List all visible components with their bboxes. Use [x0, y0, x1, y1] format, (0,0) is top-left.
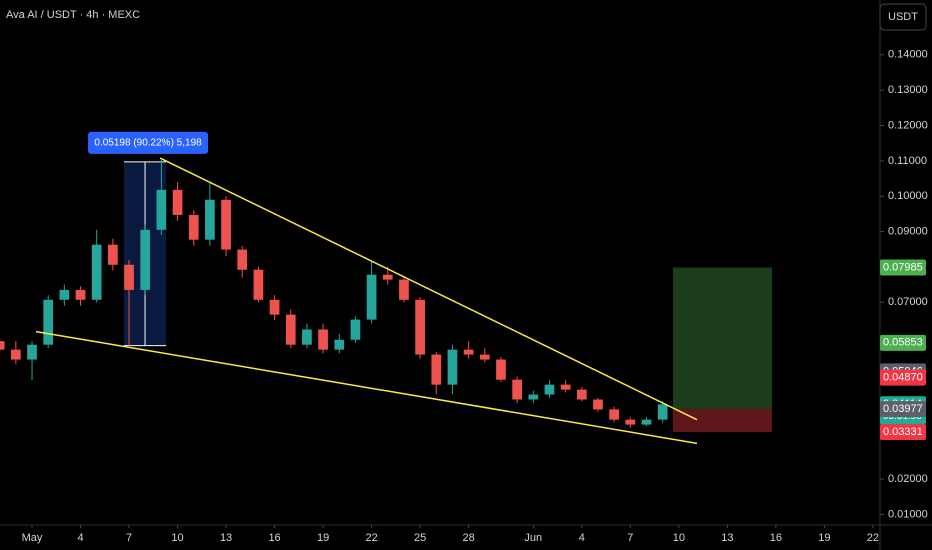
chart-title: Ava AI / USDT · 4h · MEXC [6, 9, 140, 21]
x-tick-label: 16 [770, 532, 782, 544]
price-badge-label: 0.07985 [883, 261, 923, 273]
x-tick-label: 7 [126, 532, 132, 544]
x-tick-label: 13 [220, 532, 232, 544]
price-badge [880, 334, 926, 351]
candle-body [415, 299, 425, 355]
currency-button-label[interactable]: USDT [888, 11, 918, 23]
candle-body [512, 379, 522, 400]
candle-body [75, 289, 86, 300]
y-tick-label: 0.12000 [888, 119, 928, 131]
candle-body [285, 314, 296, 345]
stop-zone [673, 409, 772, 432]
candle-body [156, 189, 167, 230]
x-tick-label: 19 [818, 532, 830, 544]
x-tick-label: 25 [414, 532, 426, 544]
candle-body [399, 279, 409, 300]
x-tick-label: Jun [524, 532, 542, 544]
candle-body [108, 244, 118, 265]
y-tick-label: 0.07000 [888, 296, 928, 308]
price-badge-label: 0.05853 [883, 337, 923, 349]
y-tick-label: 0.02000 [888, 473, 928, 485]
y-tick-label: 0.13000 [888, 84, 928, 96]
candle-body [479, 354, 490, 360]
candle-body [334, 339, 345, 350]
candle-body [593, 399, 603, 410]
x-tick-label: 13 [721, 532, 733, 544]
candle-body [641, 419, 652, 425]
y-tick-label: 0.11000 [888, 155, 927, 167]
candle-body [657, 404, 668, 420]
x-tick-label: 19 [317, 532, 329, 544]
y-tick-label: 0.09000 [888, 225, 928, 237]
currency-button[interactable] [879, 3, 927, 31]
price-badge-label: 0.03331 [883, 426, 923, 438]
price-badge-label: 0.04870 [883, 371, 923, 383]
measure-label: 0.05198 (90.22%) 5,198 [94, 138, 202, 149]
candle-body [382, 274, 393, 280]
price-badge-label: 0.03977 [883, 403, 923, 415]
x-tick-label: 10 [171, 532, 183, 544]
x-tick-label: 22 [365, 532, 377, 544]
candle-body [59, 289, 70, 300]
trendline [159, 157, 698, 421]
x-tick-label: 4 [77, 532, 83, 544]
candle-body [124, 264, 134, 290]
candle-body [302, 329, 312, 345]
candle-body [560, 384, 571, 390]
candle-body [221, 199, 231, 250]
candle-body [625, 419, 636, 425]
x-tick-label: 10 [673, 532, 685, 544]
candle-body [576, 389, 587, 400]
candle-body [318, 329, 328, 350]
candle-body [10, 349, 21, 360]
target-zone [673, 267, 772, 410]
candle-body [205, 199, 215, 240]
x-tick-label: 16 [268, 532, 280, 544]
x-tick-label: 4 [579, 532, 585, 544]
candle-body [237, 249, 248, 270]
candle-body [91, 244, 102, 300]
candle-body [172, 189, 183, 215]
x-tick-label: 7 [627, 532, 633, 544]
candle-body [188, 214, 199, 240]
candle-body [350, 319, 361, 340]
candle-body [496, 359, 506, 380]
y-tick-label: 0.01000 [888, 508, 928, 520]
candle-body [528, 394, 539, 400]
candle-body [0, 341, 5, 350]
candle-body [269, 299, 280, 315]
candle-body [544, 384, 555, 395]
y-tick-label: 0.10000 [888, 190, 928, 202]
price-badge [880, 369, 926, 386]
candle-body [609, 409, 620, 420]
candle-body [463, 349, 474, 355]
y-tick-label: 0.14000 [888, 49, 928, 61]
measure-label-bg [88, 131, 209, 154]
candle-body [43, 299, 54, 345]
candle-body [253, 269, 264, 300]
candle-body [27, 344, 37, 360]
x-tick-label: 22 [867, 532, 879, 544]
candle-body [431, 354, 442, 385]
candle-body [447, 349, 458, 385]
price-badge [880, 423, 926, 440]
candle-body [366, 274, 377, 320]
price-badge [880, 401, 926, 418]
candle-body [140, 229, 151, 290]
x-tick-label: May [22, 532, 43, 544]
price-badge [880, 259, 926, 276]
x-tick-label: 28 [462, 532, 474, 544]
trendline [35, 330, 698, 445]
